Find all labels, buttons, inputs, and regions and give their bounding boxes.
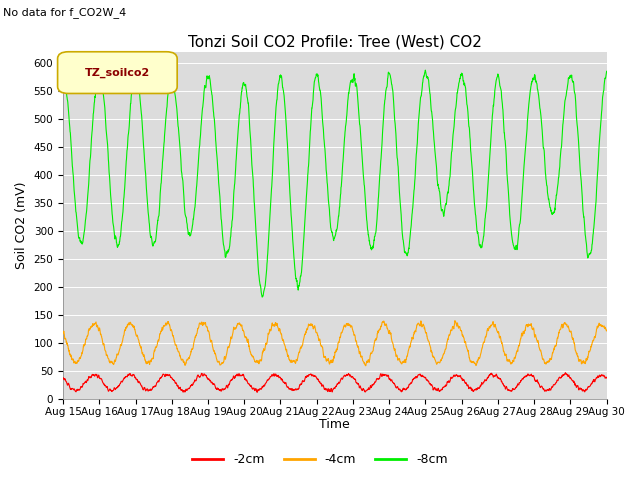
Legend: -2cm, -4cm, -8cm: -2cm, -4cm, -8cm bbox=[187, 448, 453, 471]
Title: Tonzi Soil CO2 Profile: Tree (West) CO2: Tonzi Soil CO2 Profile: Tree (West) CO2 bbox=[188, 34, 482, 49]
X-axis label: Time: Time bbox=[319, 419, 350, 432]
Y-axis label: Soil CO2 (mV): Soil CO2 (mV) bbox=[15, 182, 28, 269]
Text: No data for f_CO2W_4: No data for f_CO2W_4 bbox=[3, 7, 127, 18]
FancyBboxPatch shape bbox=[58, 52, 177, 94]
Text: TZ_soilco2: TZ_soilco2 bbox=[84, 68, 150, 78]
